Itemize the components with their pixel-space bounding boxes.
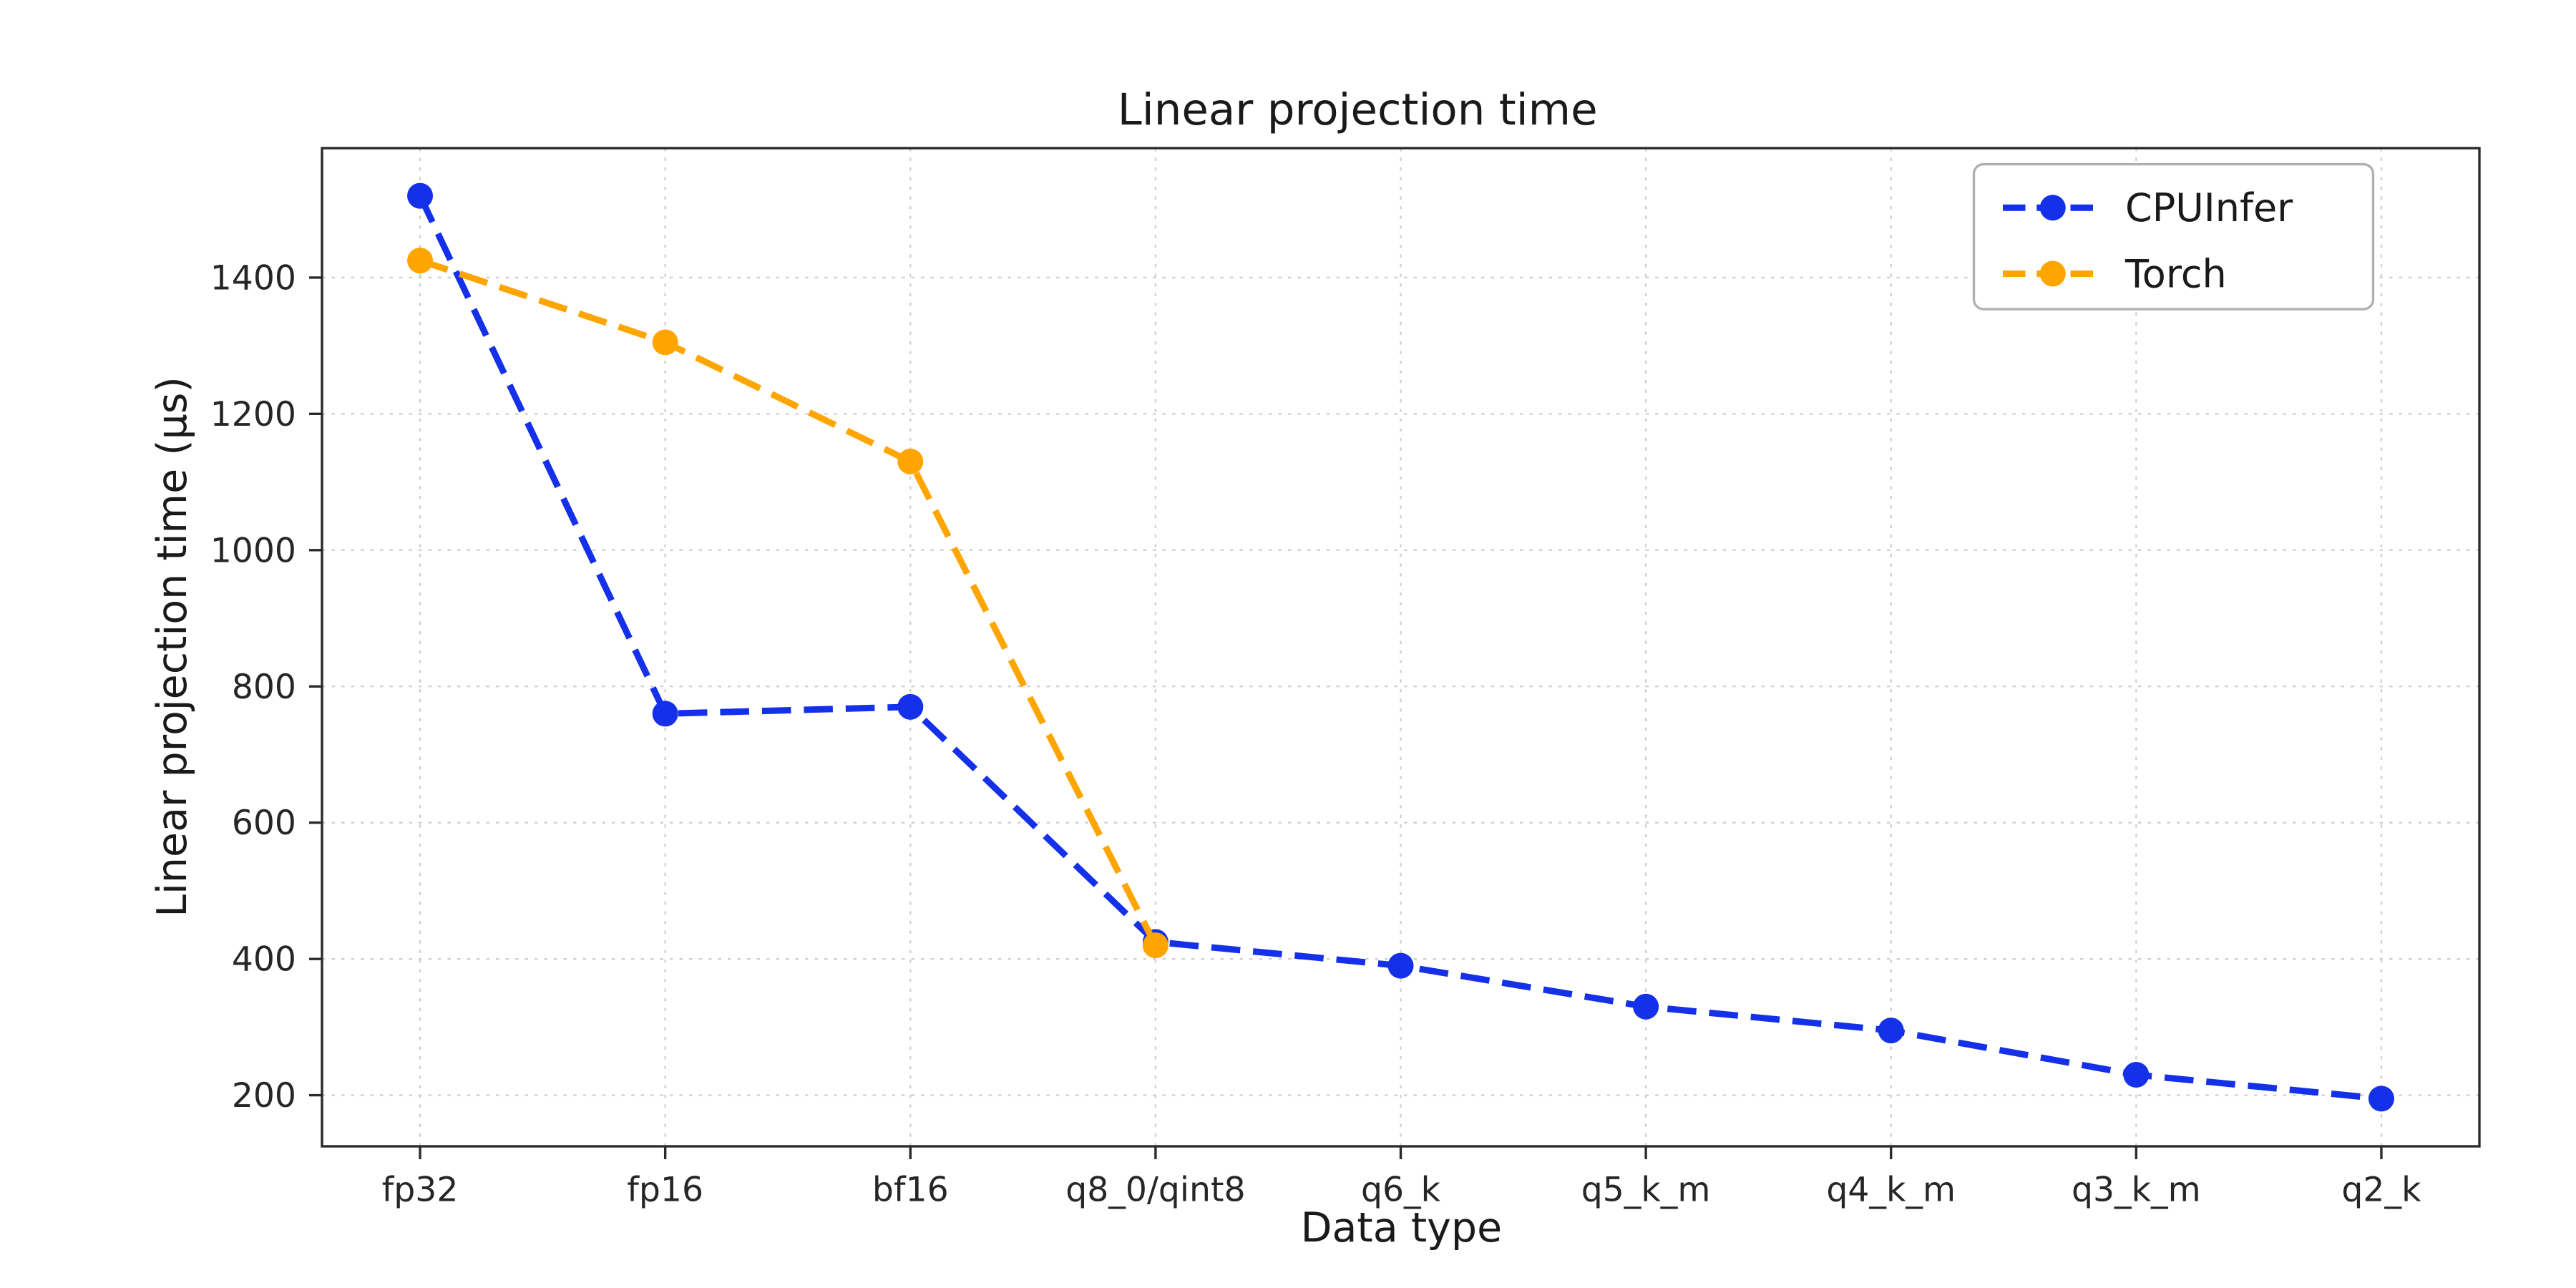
- data-point-cpuinfer: [2123, 1062, 2150, 1088]
- y-tick-label: 800: [232, 668, 296, 707]
- x-axis-label: Data type: [1300, 1204, 1503, 1252]
- data-point-cpuinfer: [407, 182, 434, 209]
- data-point-cpuinfer: [1387, 952, 1414, 979]
- chart-title: Linear projection time: [1117, 84, 1598, 135]
- x-tick-label: q2_k: [2341, 1171, 2421, 1210]
- data-point-torch: [1142, 932, 1169, 959]
- y-tick-label: 400: [232, 940, 296, 980]
- data-point-torch: [897, 449, 924, 475]
- y-tick-label: 1200: [210, 395, 296, 434]
- series-line-torch: [419, 257, 1158, 947]
- data-point-torch: [652, 329, 678, 356]
- legend-marker: [2039, 195, 2066, 221]
- legend-marker: [2039, 260, 2066, 287]
- legend-label: CPUInfer: [2125, 185, 2293, 230]
- data-point-cpuinfer: [1878, 1018, 1904, 1044]
- data-point-cpuinfer: [652, 701, 678, 727]
- data-point-cpuinfer: [897, 693, 924, 720]
- x-tick-label: q6_k: [1361, 1171, 1441, 1210]
- y-tick-label: 1400: [210, 258, 296, 298]
- y-tick-label: 1000: [210, 531, 296, 570]
- x-tick-label: q5_k_m: [1581, 1171, 1711, 1210]
- data-point-torch: [407, 248, 434, 274]
- x-tick-label: q8_0/qint8: [1065, 1171, 1245, 1210]
- data-point-cpuinfer: [1633, 993, 1659, 1020]
- y-axis-label: Linear projection time (µs): [149, 376, 196, 917]
- legend-label: Torch: [2124, 251, 2227, 296]
- x-tick-label: fp32: [382, 1171, 459, 1210]
- y-tick-label: 600: [232, 804, 296, 843]
- x-tick-label: fp16: [627, 1171, 703, 1210]
- data-point-cpuinfer: [2368, 1085, 2394, 1112]
- y-tick-label: 200: [232, 1076, 296, 1116]
- x-tick-label: bf16: [872, 1171, 949, 1210]
- x-tick-label: q4_k_m: [1826, 1171, 1956, 1210]
- x-tick-label: q3_k_m: [2072, 1171, 2201, 1210]
